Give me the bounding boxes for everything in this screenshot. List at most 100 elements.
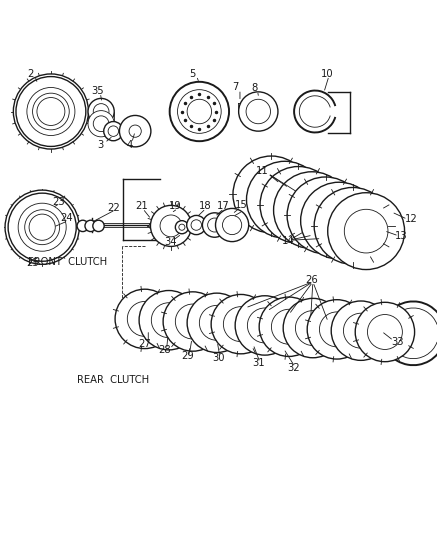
Circle shape [115,289,174,349]
Circle shape [250,173,293,216]
Circle shape [367,314,403,350]
Circle shape [104,122,123,141]
Circle shape [187,293,247,352]
Text: 24: 24 [61,214,74,223]
Circle shape [314,188,391,264]
Text: 32: 32 [287,363,300,373]
Circle shape [16,77,86,147]
Circle shape [191,220,201,230]
Circle shape [247,161,323,238]
Circle shape [139,290,198,350]
Text: 10: 10 [321,69,334,78]
Text: 13: 13 [395,231,408,241]
Circle shape [5,190,79,264]
Circle shape [263,178,307,222]
Circle shape [277,183,320,227]
Circle shape [187,99,212,124]
Circle shape [88,111,114,137]
Circle shape [77,220,88,231]
Circle shape [295,311,330,345]
Circle shape [27,87,75,135]
Text: FRONT  CLUTCH: FRONT CLUTCH [28,257,107,267]
Circle shape [187,215,206,235]
Circle shape [127,302,162,336]
Circle shape [317,199,361,243]
Text: 30: 30 [212,353,224,363]
Circle shape [85,220,96,231]
Circle shape [304,193,347,237]
Circle shape [272,309,306,344]
Text: 25: 25 [26,258,39,268]
Circle shape [208,218,222,232]
Circle shape [175,221,188,234]
Circle shape [163,292,223,351]
Text: 27: 27 [138,339,151,349]
Circle shape [150,205,191,246]
Circle shape [287,177,364,254]
Text: 21: 21 [135,201,148,211]
Circle shape [260,166,337,244]
Circle shape [290,188,334,232]
Circle shape [8,193,76,261]
Text: 18: 18 [199,201,212,211]
Text: 5: 5 [190,69,196,78]
Circle shape [328,193,405,270]
Circle shape [202,213,227,237]
Circle shape [93,103,109,119]
Text: 22: 22 [107,203,120,213]
Circle shape [300,182,378,259]
Text: 4: 4 [127,140,133,150]
Circle shape [32,93,69,130]
Text: 26: 26 [305,276,318,286]
Circle shape [274,172,350,248]
Circle shape [319,312,354,347]
Circle shape [149,222,156,229]
Text: 3: 3 [97,140,103,150]
Text: 35: 35 [92,85,104,95]
Text: 28: 28 [158,345,171,356]
Circle shape [177,90,221,133]
Circle shape [235,296,294,355]
Text: 17: 17 [217,201,230,211]
Circle shape [223,306,258,342]
Text: REAR  CLUTCH: REAR CLUTCH [77,375,149,385]
Circle shape [247,308,283,343]
Circle shape [129,125,141,138]
Circle shape [355,302,415,362]
Text: 14: 14 [282,236,294,246]
Text: 8: 8 [252,83,258,93]
Circle shape [246,99,271,124]
Circle shape [120,116,151,147]
Circle shape [211,294,271,354]
Circle shape [239,92,278,131]
Circle shape [233,156,310,233]
Circle shape [29,214,55,240]
Circle shape [170,82,229,141]
Circle shape [179,224,185,230]
Circle shape [93,116,109,132]
Circle shape [156,221,166,231]
Circle shape [37,98,65,125]
Circle shape [18,203,66,251]
Text: 34: 34 [164,238,177,247]
Text: 15: 15 [235,200,248,211]
Text: 7: 7 [233,83,239,93]
Circle shape [343,313,378,348]
Text: 23: 23 [52,197,65,207]
Circle shape [283,298,343,358]
Circle shape [175,304,210,339]
Circle shape [259,297,318,357]
Circle shape [108,126,119,136]
Circle shape [13,74,88,149]
Circle shape [331,301,391,360]
Text: 31: 31 [252,358,265,368]
Circle shape [88,99,114,125]
Circle shape [331,204,374,248]
Circle shape [344,209,388,253]
Text: 29: 29 [181,351,194,361]
Circle shape [199,305,234,340]
Circle shape [215,208,249,241]
Text: 2: 2 [27,69,34,78]
Circle shape [151,303,186,338]
Circle shape [160,215,182,237]
